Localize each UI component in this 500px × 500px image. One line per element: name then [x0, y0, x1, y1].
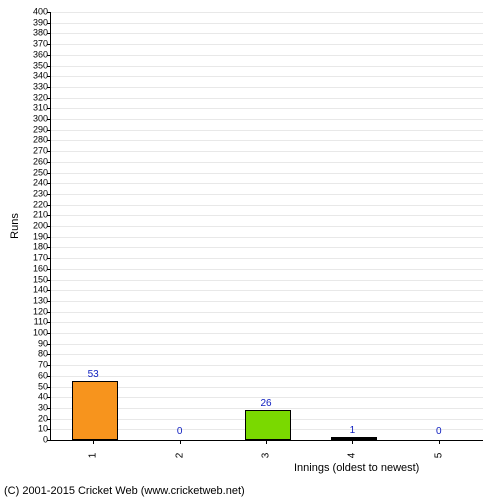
y-tick-label: 30: [20, 403, 48, 412]
grid-line: [51, 269, 483, 270]
x-tick-mark: [180, 440, 181, 444]
bar-value-label: 0: [436, 426, 442, 437]
y-tick-label: 220: [20, 200, 48, 209]
grid-line: [51, 344, 483, 345]
grid-line: [51, 280, 483, 281]
y-tick-label: 270: [20, 147, 48, 156]
y-tick-label: 360: [20, 50, 48, 59]
y-tick-label: 180: [20, 243, 48, 252]
grid-line: [51, 215, 483, 216]
grid-line: [51, 108, 483, 109]
bar-value-label: 53: [88, 369, 99, 380]
x-axis-label: Innings (oldest to newest): [294, 462, 419, 474]
y-tick-label: 120: [20, 307, 48, 316]
grid-line: [51, 87, 483, 88]
grid-line: [51, 354, 483, 355]
grid-line: [51, 12, 483, 13]
grid-line: [51, 258, 483, 259]
grid-line: [51, 66, 483, 67]
grid-line: [51, 194, 483, 195]
grid-line: [51, 247, 483, 248]
bar-value-label: 1: [350, 425, 356, 436]
y-tick-label: 170: [20, 254, 48, 263]
y-tick-label: 370: [20, 40, 48, 49]
y-tick-label: 290: [20, 125, 48, 134]
bar: [72, 381, 118, 440]
y-tick-label: 140: [20, 286, 48, 295]
grid-line: [51, 290, 483, 291]
x-tick-label: 4: [347, 453, 358, 459]
y-tick-label: 150: [20, 275, 48, 284]
x-tick-mark: [266, 440, 267, 444]
grid-line: [51, 98, 483, 99]
grid-line: [51, 76, 483, 77]
y-tick-label: 40: [20, 393, 48, 402]
y-tick-label: 80: [20, 350, 48, 359]
grid-line: [51, 237, 483, 238]
x-tick-mark: [439, 440, 440, 444]
y-tick-label: 70: [20, 361, 48, 370]
grid-line: [51, 312, 483, 313]
y-tick-label: 260: [20, 157, 48, 166]
grid-line: [51, 162, 483, 163]
grid-line: [51, 376, 483, 377]
x-tick-label: 5: [433, 453, 444, 459]
y-tick-label: 10: [20, 425, 48, 434]
y-tick-label: 320: [20, 93, 48, 102]
y-tick-label: 200: [20, 222, 48, 231]
y-tick-label: 300: [20, 115, 48, 124]
y-tick-label: 50: [20, 382, 48, 391]
grid-line: [51, 333, 483, 334]
y-tick-label: 350: [20, 61, 48, 70]
grid-line: [51, 130, 483, 131]
grid-line: [51, 183, 483, 184]
x-tick-label: 3: [260, 453, 271, 459]
y-tick-label: 390: [20, 18, 48, 27]
y-tick-label: 230: [20, 189, 48, 198]
grid-line: [51, 226, 483, 227]
y-tick-label: 130: [20, 296, 48, 305]
grid-line: [51, 151, 483, 152]
grid-line: [51, 322, 483, 323]
y-tick-label: 280: [20, 136, 48, 145]
y-tick-label: 210: [20, 211, 48, 220]
chart-container: Runs Innings (oldest to newest) (C) 2001…: [0, 0, 500, 500]
grid-line: [51, 301, 483, 302]
y-tick-label: 310: [20, 104, 48, 113]
grid-line: [51, 33, 483, 34]
y-tick-label: 110: [20, 318, 48, 327]
bar: [331, 437, 377, 440]
bar: [245, 410, 291, 440]
y-tick-label: 400: [20, 8, 48, 17]
x-tick-mark: [352, 440, 353, 444]
grid-line: [51, 140, 483, 141]
y-tick-label: 20: [20, 414, 48, 423]
grid-line: [51, 55, 483, 56]
x-tick-label: 2: [174, 453, 185, 459]
grid-line: [51, 44, 483, 45]
bar-value-label: 0: [177, 426, 183, 437]
x-tick-label: 1: [87, 453, 98, 459]
bar-value-label: 26: [260, 398, 271, 409]
y-tick-label: 60: [20, 371, 48, 380]
y-tick-label: 160: [20, 264, 48, 273]
copyright-text: (C) 2001-2015 Cricket Web (www.cricketwe…: [4, 485, 245, 497]
y-tick-label: 0: [20, 436, 48, 445]
y-tick-label: 90: [20, 339, 48, 348]
grid-line: [51, 23, 483, 24]
plot-area: [50, 12, 483, 441]
grid-line: [51, 173, 483, 174]
y-tick-label: 340: [20, 72, 48, 81]
y-tick-label: 190: [20, 232, 48, 241]
grid-line: [51, 205, 483, 206]
x-tick-mark: [93, 440, 94, 444]
grid-line: [51, 365, 483, 366]
y-tick-label: 330: [20, 82, 48, 91]
y-tick-label: 250: [20, 168, 48, 177]
grid-line: [51, 119, 483, 120]
y-tick-label: 100: [20, 329, 48, 338]
y-tick-label: 240: [20, 179, 48, 188]
y-tick-label: 380: [20, 29, 48, 38]
